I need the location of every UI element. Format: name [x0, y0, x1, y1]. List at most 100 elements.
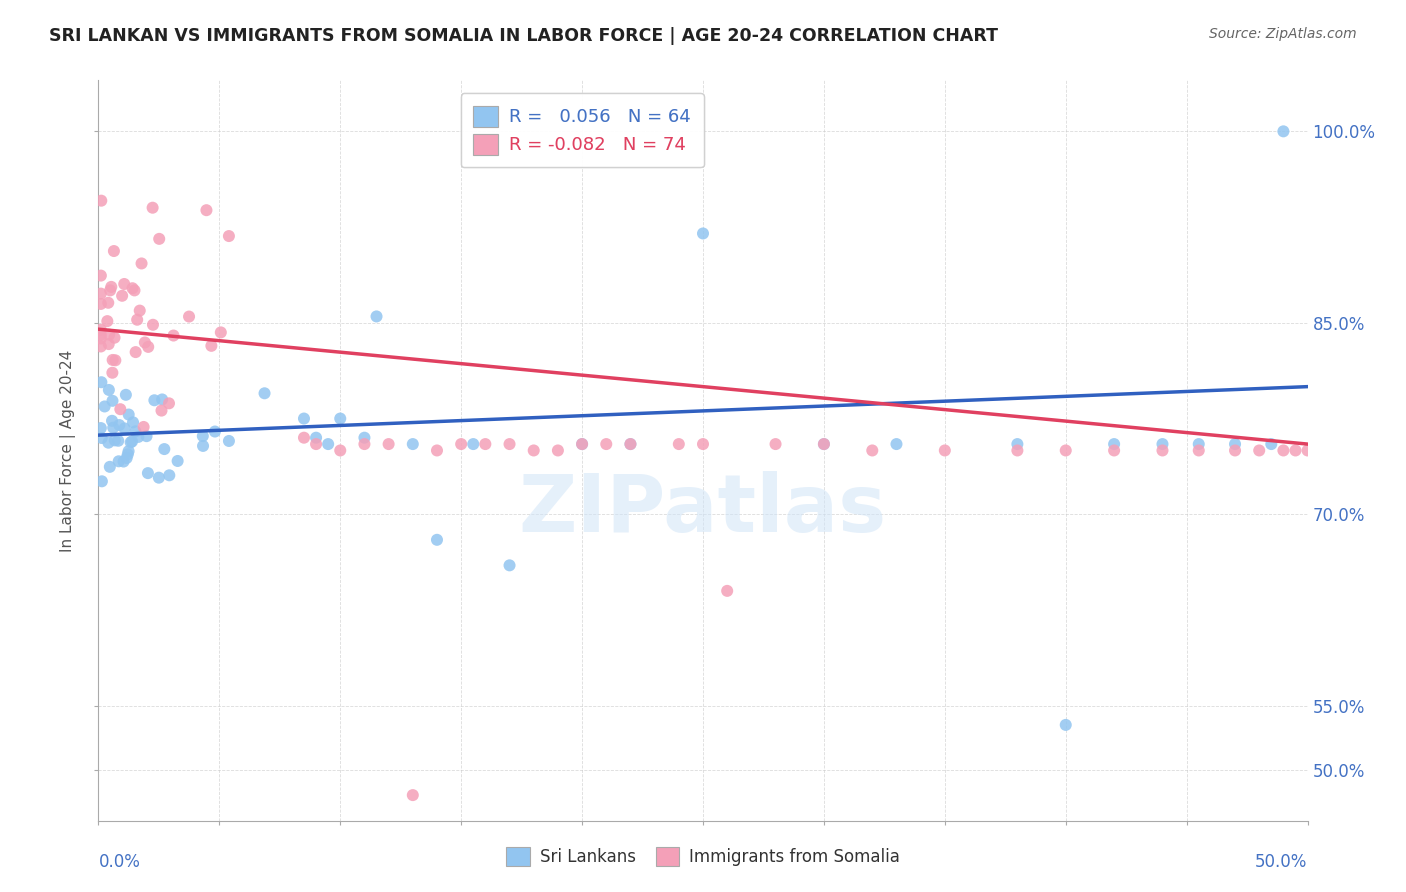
Point: [1188, 437, 1211, 451]
Point: [813, 437, 835, 451]
Point: [134, 335, 156, 350]
Point: [813, 437, 835, 451]
Point: [157, 468, 180, 483]
Point: [90, 475, 112, 489]
Point: [150, 392, 173, 407]
Point: [120, 435, 142, 450]
Point: [305, 431, 328, 445]
Point: [523, 443, 546, 458]
Point: [97, 383, 120, 397]
Point: [305, 437, 328, 451]
Text: 0.0%: 0.0%: [98, 853, 141, 871]
Point: [142, 201, 165, 215]
Point: [1260, 437, 1282, 451]
Point: [377, 437, 399, 451]
Point: [90, 297, 112, 311]
Text: Source: ZipAtlas.com: Source: ZipAtlas.com: [1209, 27, 1357, 41]
Point: [1054, 443, 1077, 458]
Point: [103, 420, 125, 434]
Point: [108, 418, 131, 433]
Point: [166, 454, 188, 468]
Point: [474, 437, 496, 451]
Point: [98, 327, 121, 342]
Legend: R =   0.056   N = 64, R = -0.082   N = 74: R = 0.056 N = 64, R = -0.082 N = 74: [461, 93, 703, 167]
Point: [426, 533, 449, 547]
Point: [218, 229, 240, 244]
Point: [90, 431, 112, 445]
Point: [124, 425, 146, 439]
Point: [1249, 443, 1271, 458]
Point: [498, 558, 520, 573]
Point: [136, 466, 159, 480]
Point: [93, 400, 115, 414]
Point: [101, 366, 124, 380]
Point: [111, 289, 134, 303]
Point: [114, 421, 136, 435]
Point: [103, 331, 125, 345]
Point: [101, 353, 124, 368]
Point: [118, 408, 141, 422]
Point: [128, 303, 150, 318]
Point: [1272, 124, 1295, 138]
Point: [136, 340, 159, 354]
Text: ZIPatlas: ZIPatlas: [519, 471, 887, 549]
Point: [209, 326, 232, 340]
Point: [191, 429, 214, 443]
Point: [97, 337, 120, 351]
Point: [692, 227, 714, 241]
Point: [112, 454, 135, 468]
Point: [195, 203, 218, 218]
Point: [148, 471, 170, 485]
Point: [153, 442, 176, 456]
Point: [716, 583, 738, 598]
Point: [571, 437, 593, 451]
Point: [1296, 443, 1319, 458]
Point: [191, 439, 214, 453]
Point: [117, 447, 139, 461]
Point: [886, 437, 908, 451]
Point: [934, 443, 956, 458]
Point: [1054, 718, 1077, 732]
Point: [157, 396, 180, 410]
Point: [1102, 437, 1125, 451]
Point: [117, 444, 139, 458]
Point: [353, 431, 375, 445]
Point: [1152, 443, 1174, 458]
Text: SRI LANKAN VS IMMIGRANTS FROM SOMALIA IN LABOR FORCE | AGE 20-24 CORRELATION CHA: SRI LANKAN VS IMMIGRANTS FROM SOMALIA IN…: [49, 27, 998, 45]
Point: [112, 277, 135, 291]
Point: [98, 284, 121, 298]
Point: [90, 421, 112, 435]
Point: [150, 403, 173, 417]
Point: [90, 339, 112, 353]
Point: [329, 443, 352, 458]
Point: [97, 295, 120, 310]
Point: [1102, 443, 1125, 458]
Y-axis label: In Labor Force | Age 20-24: In Labor Force | Age 20-24: [59, 350, 76, 551]
Point: [1007, 443, 1029, 458]
Point: [204, 425, 226, 439]
Point: [498, 437, 520, 451]
Point: [1284, 443, 1306, 458]
Point: [127, 430, 149, 444]
Point: [1152, 437, 1174, 451]
Point: [200, 339, 222, 353]
Point: [100, 280, 122, 294]
Point: [765, 437, 787, 451]
Point: [450, 437, 472, 451]
Point: [98, 459, 121, 474]
Point: [177, 310, 200, 324]
Point: [90, 194, 112, 208]
Point: [426, 443, 449, 458]
Point: [1188, 443, 1211, 458]
Point: [218, 434, 240, 448]
Point: [121, 434, 143, 449]
Point: [402, 788, 425, 802]
Point: [142, 318, 165, 332]
Point: [115, 450, 138, 465]
Point: [353, 437, 375, 451]
Point: [148, 232, 170, 246]
Point: [329, 411, 352, 425]
Point: [90, 331, 112, 345]
Point: [90, 286, 112, 301]
Point: [402, 437, 425, 451]
